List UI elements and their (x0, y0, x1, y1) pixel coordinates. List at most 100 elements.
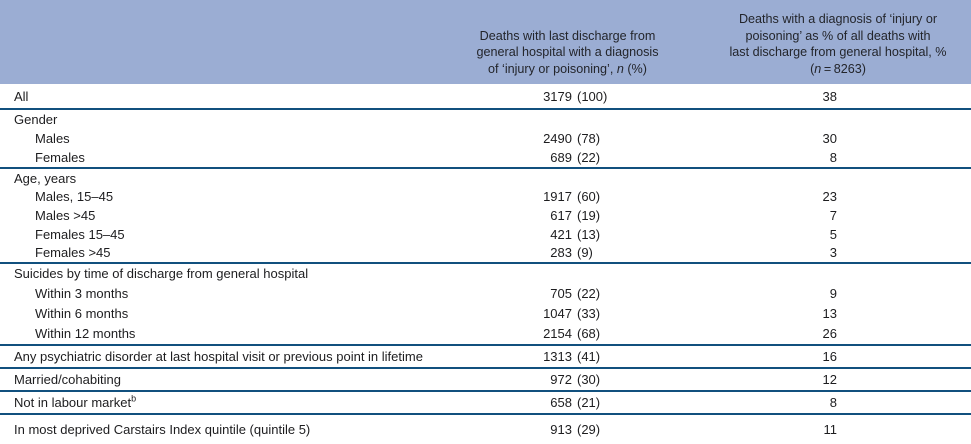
pct-value: (30) (577, 371, 601, 387)
table-row-females: Females 689 (22) 8 (0, 148, 971, 169)
deaths-n-pct-cell: 2154 (68) (430, 326, 705, 341)
table-row-within-6-months: Within 6 months 1047 (33) 13 (0, 304, 971, 324)
header-cell-deaths-n-pct: Deaths with last discharge from general … (430, 0, 705, 84)
pct-value: (78) (577, 131, 601, 146)
header-line: poisoning’ as % of all deaths with (745, 28, 931, 43)
percent-cell: 3 (829, 245, 837, 261)
pct-value: (60) (577, 189, 601, 205)
pct-value: (22) (577, 286, 601, 302)
count-value: 617 (550, 207, 572, 223)
count-value: 2154 (543, 326, 572, 342)
pct-value: (29) (577, 421, 601, 437)
pct-value: (19) (577, 207, 601, 223)
deaths-n-pct-cell: 658 (21) (430, 395, 705, 410)
deaths-n-pct-cell: 3179 (100) (430, 89, 705, 104)
table-row-males-15-45: Males, 15–45 1917 (60) 23 (0, 188, 971, 207)
deaths-n-pct-cell: 617 (19) (430, 208, 705, 223)
percent-cell: 12 (822, 371, 837, 387)
deaths-n-pct-cell: 283 (9) (430, 245, 705, 260)
count-value: 1313 (543, 348, 572, 364)
pct-value: (100) (577, 88, 608, 104)
table-row-males: Males 2490 (78) 30 (0, 129, 971, 148)
header-line: Deaths with a diagnosis of ‘injury or (738, 12, 938, 26)
table-row-gender-head: Gender (0, 110, 971, 129)
pct-value: (41) (577, 348, 601, 364)
percent-cell: 13 (822, 306, 837, 322)
header-line: last discharge from general hospital, % (729, 45, 947, 59)
row-label: Gender (14, 112, 58, 127)
table-row-within-3-months: Within 3 months 705 (22) 9 (0, 284, 971, 304)
percent-cell: 30 (822, 131, 837, 146)
row-label: Not in labour marketb (14, 393, 137, 410)
pct-value: (9) (577, 245, 593, 261)
header-line: of ‘injury or poisoning’, n (%) (488, 61, 647, 76)
row-label: Any psychiatric disorder at last hospita… (14, 348, 423, 364)
table-row-females-over-45: Females >45 283 (9) 3 (0, 243, 971, 264)
table-row-psychiatric-disorder: Any psychiatric disorder at last hospita… (0, 346, 971, 369)
row-label: In most deprived Carstairs Index quintil… (14, 421, 311, 437)
count-value: 3179 (543, 88, 572, 104)
table-row-age-head: Age, years (0, 169, 971, 188)
deaths-n-pct-cell: 1917 (60) (430, 189, 705, 204)
pct-value: (21) (577, 394, 601, 410)
percent-cell: 11 (823, 421, 838, 437)
count-value: 283 (550, 245, 572, 261)
pct-value: (68) (577, 326, 601, 342)
percent-cell: 5 (829, 226, 837, 242)
table-row-carstairs-quintile: In most deprived Carstairs Index quintil… (0, 415, 971, 444)
table-row-males-over-45: Males >45 617 (19) 7 (0, 206, 971, 225)
table-row-females-15-45: Females 15–45 421 (13) 5 (0, 225, 971, 244)
percent-cell: 23 (822, 189, 837, 205)
row-label: Females >45 (35, 245, 111, 261)
row-label: Females 15–45 (35, 226, 125, 242)
count-value: 658 (550, 394, 572, 410)
deaths-n-pct-cell: 1313 (41) (430, 349, 705, 364)
row-label: Males >45 (35, 207, 96, 223)
row-label: Males (35, 131, 70, 146)
deaths-n-pct-cell: 689 (22) (430, 150, 705, 165)
percent-cell: 7 (829, 207, 837, 223)
count-value: 972 (550, 371, 572, 387)
count-value: 705 (550, 286, 572, 302)
percent-cell: 8 (829, 394, 837, 410)
deaths-n-pct-cell: 1047 (33) (430, 306, 705, 321)
deaths-n-pct-cell: 2490 (78) (430, 131, 705, 146)
table-row-all: All 3179 (100) 38 (0, 84, 971, 110)
deaths-n-pct-cell: 421 (13) (430, 227, 705, 242)
row-label: Within 3 months (35, 286, 129, 302)
count-value: 421 (550, 226, 572, 242)
header-line: (n = 8263) (810, 61, 866, 76)
count-value: 913 (550, 421, 572, 437)
footnote-marker-b: b (131, 393, 137, 404)
deaths-n-pct-cell: 705 (22) (430, 286, 705, 301)
count-value: 1047 (543, 306, 572, 322)
percent-cell: 26 (822, 326, 837, 342)
header-line: Deaths with last discharge from (479, 28, 656, 43)
row-label: Married/cohabiting (14, 371, 121, 387)
percent-cell: 38 (822, 88, 837, 104)
percent-cell: 9 (829, 286, 837, 302)
table-row-married-cohabiting: Married/cohabiting 972 (30) 12 (0, 369, 971, 392)
header-line: general hospital with a diagnosis (476, 45, 659, 59)
row-label: Within 12 months (35, 326, 136, 342)
pct-value: (33) (577, 306, 601, 322)
count-value: 689 (550, 150, 572, 165)
header-cell-percent-of-all-deaths: Deaths with a diagnosis of ‘injury or po… (705, 0, 971, 84)
row-label: Males, 15–45 (35, 189, 114, 205)
pct-value: (22) (577, 150, 601, 165)
row-label: Within 6 months (35, 306, 129, 322)
percent-cell: 8 (829, 150, 837, 165)
table-row-not-in-labour-market: Not in labour marketb 658 (21) 8 (0, 392, 971, 415)
deaths-n-pct-cell: 913 (29) (430, 422, 705, 437)
row-label: Females (35, 150, 85, 165)
table-header-row: Deaths with last discharge from general … (0, 0, 971, 84)
row-label: All (14, 88, 29, 104)
count-value: 2490 (543, 131, 572, 146)
row-label: Age, years (14, 170, 77, 186)
pct-value: (13) (577, 226, 601, 242)
table-row-discharge-head: Suicides by time of discharge from gener… (0, 264, 971, 284)
table-row-within-12-months: Within 12 months 2154 (68) 26 (0, 324, 971, 346)
row-label: Suicides by time of discharge from gener… (14, 266, 309, 282)
deaths-n-pct-cell: 972 (30) (430, 372, 705, 387)
